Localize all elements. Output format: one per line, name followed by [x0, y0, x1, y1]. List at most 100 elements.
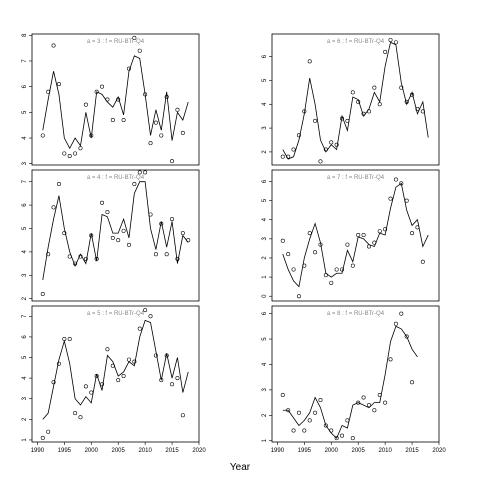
data-point [340, 267, 345, 272]
fitted-line [42, 319, 189, 420]
data-point [46, 89, 51, 94]
x-tick-label: 1990 [271, 448, 285, 454]
data-point [420, 259, 425, 264]
data-point [291, 267, 296, 272]
x-tick-label: 2010 [378, 448, 392, 454]
data-point [159, 133, 164, 138]
data-point [51, 380, 56, 385]
data-point [121, 228, 126, 233]
y-tick-label: 2 [262, 150, 268, 154]
data-point [356, 233, 361, 238]
data-point [383, 400, 388, 405]
data-point [420, 109, 425, 114]
data-point [186, 238, 191, 243]
data-point [73, 411, 78, 416]
panel-1: a = 3 : f = RU-BTr-Q4 3 4 5 6 7 8 [22, 33, 200, 166]
data-point [132, 359, 137, 364]
fitted-line [42, 181, 189, 281]
panel-frame [31, 305, 200, 443]
data-point [89, 133, 94, 138]
data-point [280, 238, 285, 243]
data-point [318, 242, 323, 247]
data-point [323, 147, 328, 152]
data-point [170, 217, 175, 222]
data-point [46, 252, 51, 257]
x-tick-label: 1995 [58, 448, 72, 454]
data-point [153, 120, 158, 125]
data-point [40, 133, 45, 138]
data-point [302, 263, 307, 268]
data-point [313, 118, 318, 123]
data-point [83, 102, 88, 107]
y-tick-label: 3 [22, 161, 28, 165]
panel-title: a = 6 : f = RU-BTr-Q4 [327, 39, 385, 45]
panel-4: a = 6 : f = RU-BTr-Q4 2 3 4 5 6 [262, 33, 440, 166]
x-tick-label: 2015 [165, 448, 179, 454]
data-point [180, 231, 185, 236]
data-point [307, 231, 312, 236]
y-tick-label: 2 [22, 417, 28, 421]
data-point [143, 308, 148, 313]
data-point [393, 177, 398, 182]
data-point [89, 233, 94, 238]
data-point [78, 415, 83, 420]
panel-frame [271, 33, 440, 166]
data-point [126, 242, 131, 247]
data-point [291, 428, 296, 433]
data-point [296, 294, 301, 299]
data-point [410, 380, 415, 385]
data-point [340, 433, 345, 438]
data-point [148, 314, 153, 319]
data-point [83, 256, 88, 261]
data-point [410, 231, 415, 236]
y-tick-label: 0 [262, 294, 268, 298]
y-tick-label: 4 [22, 376, 28, 380]
data-point [334, 267, 339, 272]
data-point [143, 92, 148, 97]
data-point [100, 200, 105, 205]
data-point [383, 49, 388, 54]
data-point [94, 89, 99, 94]
y-tick-label: 6 [262, 179, 268, 183]
data-point [415, 225, 420, 230]
data-point [334, 142, 339, 147]
data-point [78, 254, 83, 259]
data-point [361, 395, 366, 400]
data-point [307, 418, 312, 423]
data-point [399, 181, 404, 186]
x-tick-label: 2000 [325, 448, 339, 454]
x-tick-label: 2000 [85, 448, 99, 454]
y-tick-label: 6 [22, 203, 28, 207]
x-axis-left: 1990 1995 2000 2005 2010 2015 2020 [31, 442, 206, 454]
y-tick-label: 8 [22, 33, 28, 37]
data-point [340, 116, 345, 121]
data-point [366, 244, 371, 249]
data-point [116, 238, 121, 243]
data-point [302, 109, 307, 114]
y-tick-label: 3 [262, 126, 268, 130]
data-point [116, 378, 121, 383]
panel-title: a = 8 : f = RU-BTr-Q4 [327, 311, 385, 317]
y-tick-label: 3 [262, 237, 268, 241]
data-point [67, 154, 72, 159]
data-point [94, 256, 99, 261]
data-point [148, 141, 153, 146]
x-axis-label: Year [230, 462, 251, 473]
panel-frame [271, 169, 440, 302]
data-point [377, 392, 382, 397]
data-point [180, 413, 185, 418]
data-point [291, 147, 296, 152]
data-point [56, 182, 61, 187]
data-point [280, 154, 285, 159]
y-tick-label: 7 [22, 314, 28, 318]
data-point [366, 109, 371, 114]
y-tick-label: 6 [262, 54, 268, 58]
x-tick-label: 2010 [138, 448, 152, 454]
data-point [159, 378, 164, 383]
data-point [329, 140, 334, 145]
data-point [334, 436, 339, 441]
panel-2: a = 4 : f = RU-BTr-Q4 2 3 4 5 6 7 [22, 169, 200, 302]
data-point [410, 92, 415, 97]
data-point [83, 384, 88, 389]
